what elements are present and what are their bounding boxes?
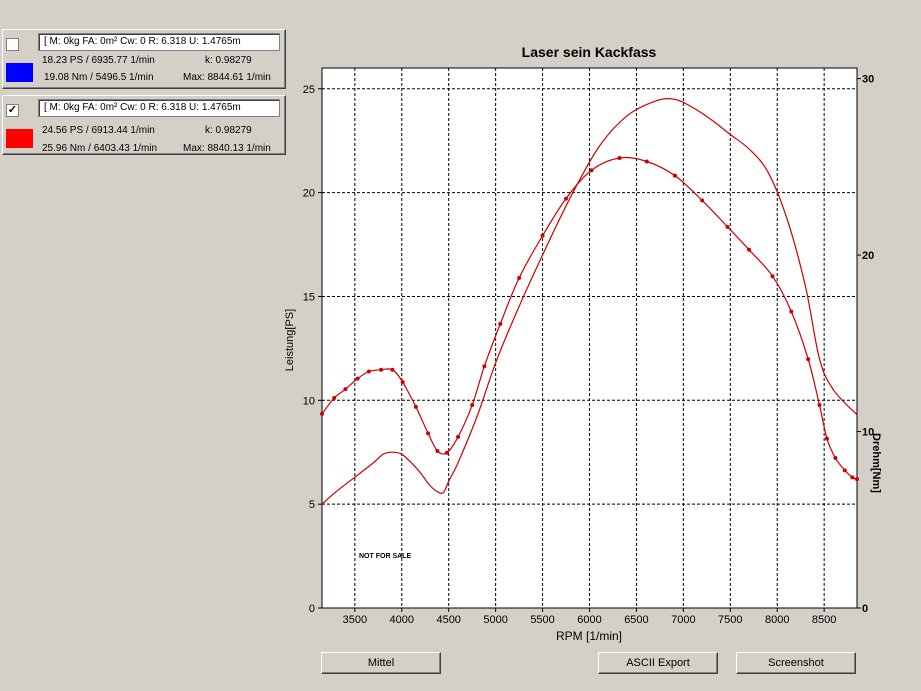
torque-data-point [850,475,855,480]
legend-1-params-field[interactable]: [ M: 0kg FA: 0m² Cw: 0 R: 6.318 U: 1.476… [38,33,280,51]
y-tick-label: 20 [303,188,315,200]
legend-1-power: 18.23 PS / 6935.77 1/min [42,55,155,66]
torque-data-point [456,434,461,439]
torque-data-point [672,173,677,178]
torque-data-point [700,198,705,203]
torque-data-point [589,168,594,173]
power-curve [321,98,858,505]
x-axis-ticks: 3500 4000 4500 5000 5500 6000 6500 7000 7500 8000… [343,608,836,626]
torque-data-point [644,159,649,164]
legend-2-power: 24.56 PS / 6913.44 1/min [42,125,155,136]
y-tick-label: 15 [303,291,315,303]
legend-2-torque: 25.96 Nm / 6403.43 1/min [42,143,158,154]
x-tick-label: 4000 [390,614,414,626]
torque-data-point [770,274,775,279]
y2-tick-label: 20 [862,250,874,262]
legend-2-k: k: 0.98279 [205,125,252,136]
y2-tick-label: 0 [862,603,868,615]
legend-2-color-swatch[interactable] [6,129,33,148]
grid-lines [321,67,858,609]
series-layer [320,98,859,505]
torque-data-point [379,367,384,372]
x-tick-label: 7500 [718,614,742,626]
torque-data-point [470,403,475,408]
torque-data-point [817,403,822,408]
legend-panel-1: [ M: 0kg FA: 0m² Cw: 0 R: 6.318 U: 1.476… [2,29,286,89]
torque-data-point [400,380,405,385]
legend-1-k: k: 0.98279 [205,55,252,66]
mittel-button[interactable]: Mittel [321,652,441,674]
torque-data-point [806,357,811,362]
torque-data-point [366,369,371,374]
x-tick-label: 8000 [765,614,789,626]
x-tick-label: 4500 [436,614,460,626]
torque-data-point [833,456,838,460]
torque-data-point [617,156,622,160]
legend-1-color-swatch[interactable] [6,63,33,82]
legend-2-checkbox[interactable]: ✓ [6,104,19,117]
torque-data-point [842,468,847,473]
torque-data-point [390,367,395,372]
x-tick-label: 6000 [577,614,601,626]
torque-data-point [564,196,569,201]
screenshot-button[interactable]: Screenshot [736,652,856,674]
legend-2-max: Max: 8840.13 1/min [183,143,271,154]
torque-data-point [725,224,730,229]
torque-data-point [413,404,418,409]
torque-data-point [540,233,545,238]
y-axis-ticks: 0 5 10 15 20 25 [303,84,322,615]
x-tick-label: 5000 [483,614,507,626]
legend-panel-2: ✓ [ M: 0kg FA: 0m² Cw: 0 R: 6.318 U: 1.4… [2,95,286,155]
torque-data-point [824,436,829,441]
y2-tick-label: 10 [862,427,874,439]
y-tick-label: 0 [309,603,315,615]
chart-title: Laser sein Kackfass [522,44,657,60]
y-tick-label: 5 [309,499,315,511]
torque-data-point [426,431,431,436]
torque-data-point [517,276,522,280]
y2-axis-label: Drehm[Nm] [870,433,882,493]
torque-data-point [498,321,503,326]
legend-1-torque: 19.08 Nm / 5496.5 1/min [44,72,154,83]
legend-1-max: Max: 8844.61 1/min [183,72,271,83]
y-tick-label: 25 [303,84,315,96]
watermark-text: NOT FOR SALE [359,553,411,560]
x-tick-label: 6500 [624,614,648,626]
torque-data-point [332,396,337,400]
torque-data-point [435,448,440,453]
torque-data-point [355,376,360,381]
x-tick-label: 8500 [812,614,836,626]
torque-data-point [482,364,487,369]
torque-data-point [855,477,859,482]
x-tick-label: 5500 [530,614,554,626]
x-tick-label: 3500 [343,614,367,626]
torque-data-point [789,309,794,314]
legend-1-checkbox[interactable] [6,38,19,51]
torque-data-point [444,450,449,455]
torque-data-point [747,247,752,252]
y2-tick-label: 30 [862,74,874,86]
y-axis-label: Leistung[PS] [284,309,296,371]
legend-2-params-field[interactable]: [ M: 0kg FA: 0m² Cw: 0 R: 6.318 U: 1.476… [38,99,280,117]
ascii-export-button[interactable]: ASCII Export [598,652,718,674]
y-tick-label: 10 [303,395,315,407]
torque-data-point [320,411,324,416]
y2-axis-ticks: 0 10 20 30 [857,74,874,615]
torque-data-point [343,387,348,392]
x-tick-label: 7000 [671,614,695,626]
x-axis-label: RPM [1/min] [556,629,622,643]
